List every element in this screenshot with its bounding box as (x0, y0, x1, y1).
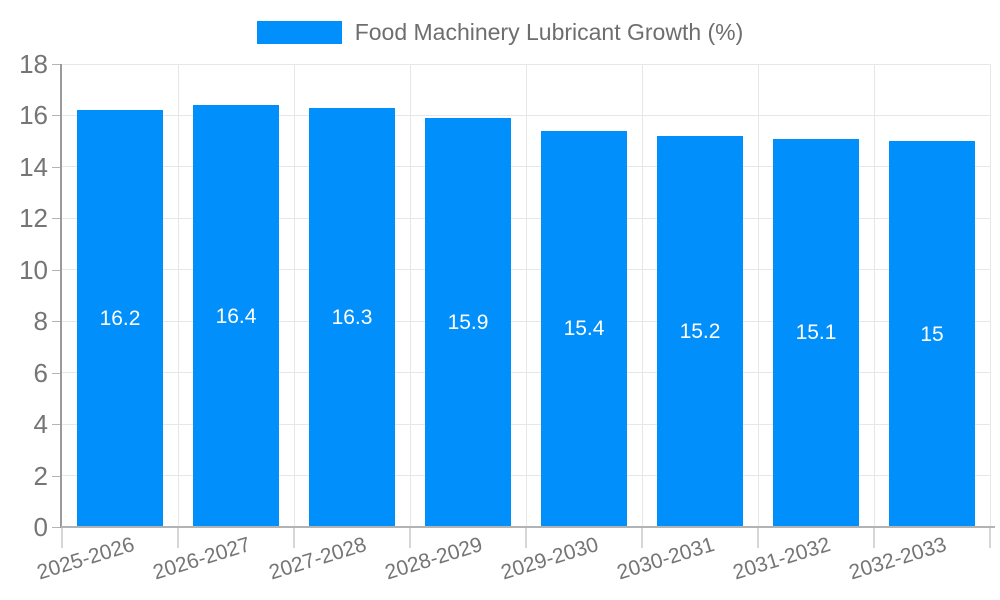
plot-area: 16.2 16.4 16.3 15.9 15.4 15.2 15.1 15 (62, 63, 991, 527)
bar[interactable]: 15.9 (425, 118, 511, 527)
y-tick-label: 12 (19, 203, 48, 234)
chart-legend[interactable]: Food Machinery Lubricant Growth (%) (0, 19, 1000, 46)
x-tick-mark (177, 528, 179, 548)
x-tick-mark (757, 528, 759, 548)
y-tick-mark (52, 218, 62, 220)
legend-label: Food Machinery Lubricant Growth (%) (354, 19, 744, 45)
gridline-vertical (873, 64, 875, 527)
x-tick-mark (989, 528, 991, 548)
y-tick-label: 2 (33, 460, 48, 491)
x-tick-label: 2027-2028 (265, 533, 369, 585)
x-tick-mark (641, 528, 643, 548)
bar-value-label: 15 (920, 322, 944, 346)
x-tick-mark (525, 528, 527, 548)
x-tick-label: 2026-2027 (149, 533, 253, 585)
bar[interactable]: 16.3 (309, 107, 395, 527)
gridline-vertical (757, 64, 759, 527)
y-tick-label: 4 (33, 409, 48, 440)
y-tick-mark (52, 424, 62, 426)
x-tick-label: 2028-2029 (381, 533, 485, 585)
x-tick-mark (61, 528, 63, 548)
y-tick-label: 8 (33, 306, 48, 337)
y-tick-label: 14 (19, 151, 48, 182)
x-tick-mark (293, 528, 295, 548)
x-tick-label: 2032-2033 (845, 533, 949, 585)
x-tick-mark (409, 528, 411, 548)
legend-swatch (256, 21, 342, 44)
bar-value-label: 15.2 (679, 320, 721, 344)
bar-value-label: 15.9 (447, 311, 489, 335)
bar-value-label: 16.2 (99, 307, 141, 331)
y-tick-mark (52, 64, 62, 65)
bar[interactable]: 15 (889, 141, 975, 527)
bar-value-label: 16.4 (215, 304, 257, 328)
gridline-vertical (641, 64, 643, 527)
y-tick-mark (52, 166, 62, 168)
y-tick-label: 6 (33, 357, 48, 388)
bar[interactable]: 15.4 (541, 130, 627, 527)
x-tick-mark (873, 528, 875, 548)
y-tick-mark (52, 527, 62, 528)
bar-value-label: 15.1 (795, 321, 837, 345)
x-tick-label: 2031-2032 (729, 533, 833, 585)
gridline-vertical (293, 64, 295, 527)
y-tick-mark (52, 372, 62, 374)
y-tick-label: 16 (19, 100, 48, 131)
gridline-vertical (525, 64, 527, 527)
y-tick-mark (52, 475, 62, 477)
y-tick-mark (52, 269, 62, 271)
bar[interactable]: 15.1 (773, 138, 859, 527)
gridline-vertical (989, 64, 991, 527)
bar-value-label: 15.4 (563, 317, 605, 341)
x-axis-line (61, 526, 995, 528)
y-tick-label: 0 (33, 512, 48, 542)
bar[interactable]: 16.4 (193, 105, 279, 527)
y-tick-label: 10 (19, 254, 48, 285)
x-tick-label: 2025-2026 (33, 533, 137, 585)
gridline-vertical (177, 64, 179, 527)
gridline-vertical (409, 64, 411, 527)
bar[interactable]: 15.2 (657, 136, 743, 527)
bar[interactable]: 16.2 (77, 110, 163, 527)
y-tick-label: 18 (19, 49, 48, 79)
x-tick-label: 2030-2031 (613, 533, 717, 585)
bar-value-label: 16.3 (331, 305, 373, 329)
y-axis-line (60, 64, 62, 528)
y-tick-mark (52, 321, 62, 323)
x-tick-label: 2029-2030 (497, 533, 601, 585)
y-tick-mark (52, 115, 62, 117)
